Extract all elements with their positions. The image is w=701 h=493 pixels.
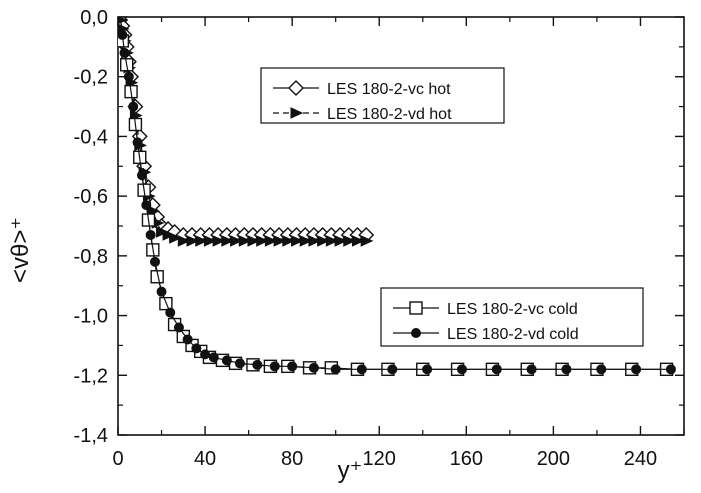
data-point (270, 362, 279, 371)
x-tick-label: 120 (363, 448, 396, 470)
data-point (142, 201, 151, 210)
legend-marker (412, 329, 421, 338)
y-axis-label: <vθ>⁺ (7, 217, 34, 283)
data-point (527, 365, 536, 374)
data-point (357, 365, 366, 374)
data-point (157, 287, 166, 296)
data-point (388, 365, 397, 374)
legend-label: LES 180-2-vc cold (447, 301, 578, 318)
data-point (597, 365, 606, 374)
x-tick-label: 40 (194, 448, 216, 470)
data-point (235, 359, 244, 368)
legend-label: LES 180-2-vc hot (327, 81, 451, 98)
data-point (120, 48, 129, 57)
legend-hot: LES 180-2-vc hot LES 180-2-vd hot (261, 68, 504, 123)
data-point (183, 335, 192, 344)
data-point (133, 138, 142, 147)
x-tick-label: 160 (450, 448, 483, 470)
x-tick-label: 240 (624, 448, 657, 470)
y-tick-label: -0,6 (74, 186, 108, 208)
data-point (309, 363, 318, 372)
x-tick-label: 0 (112, 448, 123, 470)
series-2 (115, 15, 372, 246)
legend-label: LES 180-2-vd cold (447, 326, 579, 343)
legend-label: LES 180-2-vd hot (327, 106, 452, 123)
data-point (666, 365, 675, 374)
data-point (192, 344, 201, 353)
data-point (201, 350, 210, 359)
data-point (174, 323, 183, 332)
data-point (288, 362, 297, 371)
data-point (129, 102, 138, 111)
x-tick-label: 80 (281, 448, 303, 470)
data-point (562, 365, 571, 374)
y-tick-label: -1,4 (74, 425, 108, 447)
y-tick-label: -0,4 (74, 126, 108, 148)
data-point (146, 230, 155, 239)
y-tick-label: -0,8 (74, 246, 108, 268)
legend-cold: LES 180-2-vc cold LES 180-2-vd cold (381, 288, 643, 346)
data-point (209, 353, 218, 362)
data-point (151, 257, 160, 266)
legend-marker (410, 302, 422, 314)
y-tick-label: -1,0 (74, 306, 108, 328)
data-point (632, 365, 641, 374)
data-point (457, 365, 466, 374)
data-point (331, 365, 340, 374)
data-point (137, 171, 146, 180)
data-point (166, 308, 175, 317)
data-point (492, 365, 501, 374)
data-point (423, 365, 432, 374)
x-tick-label: 200 (537, 448, 570, 470)
y-tick-label: -1,2 (74, 365, 108, 387)
y-tick-label: 0,0 (80, 7, 108, 29)
data-point (253, 360, 262, 369)
data-point (118, 30, 127, 39)
y-tick-label: -0,2 (74, 67, 108, 89)
data-point (222, 356, 231, 365)
x-axis-label: y⁺ (338, 457, 363, 484)
